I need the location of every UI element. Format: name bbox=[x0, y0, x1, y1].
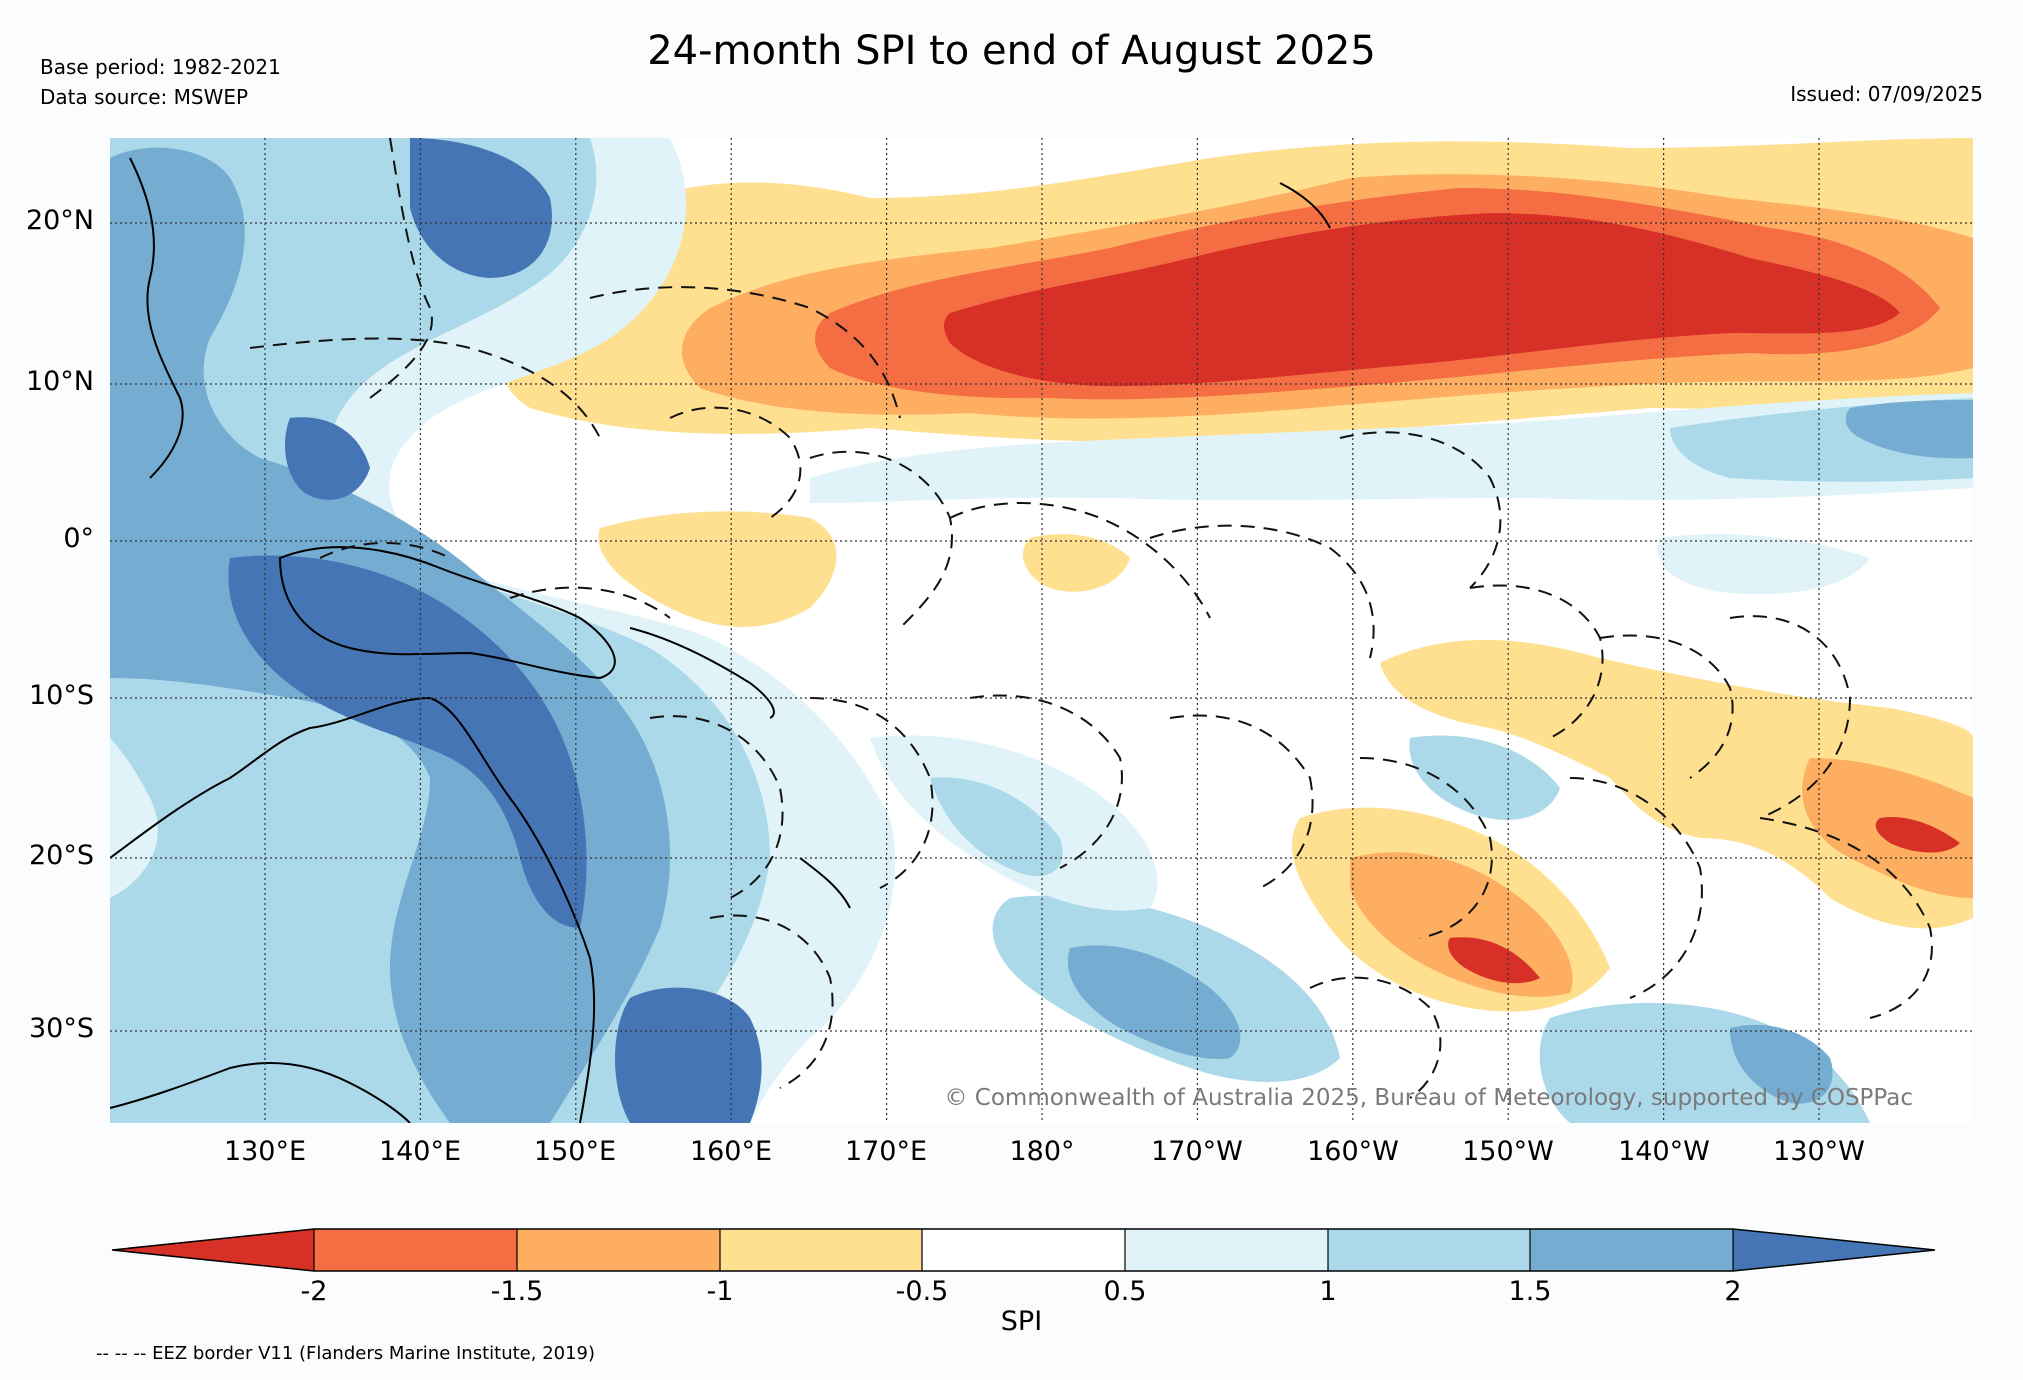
eez-border bbox=[1339, 431, 1502, 589]
wet-region bbox=[410, 138, 552, 278]
colorbar-segment bbox=[517, 1229, 720, 1271]
eez-border bbox=[969, 694, 1123, 869]
colorbar-segment bbox=[314, 1229, 517, 1271]
wet-region bbox=[1067, 945, 1241, 1059]
eez-border bbox=[1169, 714, 1314, 889]
colorbar-segment bbox=[1530, 1229, 1733, 1271]
lon-label-170w: 170°W bbox=[1151, 1136, 1243, 1167]
coastline-new-guinea bbox=[278, 546, 616, 680]
lon-label-150e: 150°E bbox=[533, 1136, 617, 1167]
eez-border bbox=[809, 697, 934, 889]
colorbar-dividers bbox=[313, 1229, 1734, 1271]
eez-footnote: -- -- -- EEZ border V11 (Flanders Marine… bbox=[96, 1343, 596, 1364]
coastline-solomon-islands bbox=[629, 627, 775, 719]
lon-label-140w: 140°W bbox=[1618, 1136, 1710, 1167]
lon-label-160w: 160°W bbox=[1307, 1136, 1399, 1167]
lon-label-170e: 170°E bbox=[844, 1136, 928, 1167]
issued-date: Issued: 07/09/2025 bbox=[1790, 82, 1983, 106]
wet-region bbox=[1409, 735, 1560, 820]
eez-borders bbox=[249, 138, 1933, 1099]
lat-label-30s: 30°S bbox=[29, 1013, 94, 1044]
dry-region bbox=[598, 511, 837, 627]
map-metadata: Base period: 1982-2021 Data source: MSWE… bbox=[40, 52, 281, 112]
colorbar-tick: 0.5 bbox=[1103, 1276, 1147, 1307]
colorbar-tick: 2 bbox=[1724, 1276, 1742, 1307]
colorbar-segment bbox=[1328, 1229, 1530, 1271]
coastline-philippines bbox=[129, 157, 184, 479]
copyright-notice: © Commonwealth of Australia 2025, Bureau… bbox=[944, 1085, 1913, 1111]
graticule bbox=[110, 138, 1973, 1123]
wet-region bbox=[1730, 1024, 1833, 1104]
colorbar-segment bbox=[922, 1229, 1125, 1271]
spi-map: © Commonwealth of Australia 2025, Bureau… bbox=[110, 138, 1973, 1123]
eez-border bbox=[1469, 584, 1604, 739]
spi-fields bbox=[110, 138, 1973, 1123]
colorbar-segment bbox=[1125, 1229, 1328, 1271]
colorbar-segment-lt-neg2 bbox=[112, 1229, 314, 1271]
colorbar-segment bbox=[720, 1229, 922, 1271]
lon-label-130e: 130°E bbox=[223, 1136, 307, 1167]
eez-border bbox=[1759, 817, 1933, 1019]
lat-label-20n: 20°N bbox=[25, 205, 94, 236]
eez-border bbox=[509, 586, 671, 619]
colorbar-tick: -0.5 bbox=[895, 1276, 949, 1307]
dry-region bbox=[1875, 817, 1960, 853]
lat-label-20s: 20°S bbox=[29, 840, 94, 871]
base-period: Base period: 1982-2021 bbox=[40, 55, 281, 79]
dry-region bbox=[1022, 534, 1130, 592]
colorbar-tick: -2 bbox=[300, 1276, 328, 1307]
dry-region bbox=[1380, 639, 1973, 929]
eez-border bbox=[649, 715, 784, 899]
spi-colorbar bbox=[111, 1228, 1936, 1272]
dry-region bbox=[944, 213, 1900, 387]
eez-border bbox=[249, 337, 601, 439]
lon-label-130w: 130°W bbox=[1773, 1136, 1865, 1167]
data-source: Data source: MSWEP bbox=[40, 85, 249, 109]
map-title: 24-month SPI to end of August 2025 bbox=[647, 28, 1376, 74]
lat-label-10s: 10°S bbox=[29, 680, 94, 711]
eez-border bbox=[369, 138, 433, 399]
colorbar-label: SPI bbox=[1000, 1306, 1043, 1337]
eez-border bbox=[1149, 524, 1375, 659]
wet-region bbox=[810, 393, 1973, 503]
lon-label-180: 180° bbox=[1009, 1136, 1075, 1167]
eez-border bbox=[1569, 777, 1703, 999]
lat-label-equator: 0° bbox=[63, 523, 94, 554]
lat-label-10n: 10°N bbox=[25, 366, 94, 397]
wet-region bbox=[930, 777, 1063, 877]
dry-region bbox=[1448, 937, 1540, 984]
eez-border bbox=[669, 406, 802, 519]
coastlines bbox=[110, 157, 1331, 1123]
wet-region bbox=[615, 987, 762, 1123]
colorbar-tick: -1.5 bbox=[490, 1276, 544, 1307]
eez-border bbox=[319, 542, 451, 559]
lon-label-140e: 140°E bbox=[378, 1136, 462, 1167]
colorbar-tick: -1 bbox=[706, 1276, 734, 1307]
colorbar-segment-gt-2 bbox=[1733, 1229, 1935, 1271]
eez-border bbox=[589, 286, 901, 419]
wet-region bbox=[1845, 400, 1973, 459]
lon-label-150w: 150°W bbox=[1462, 1136, 1554, 1167]
coastline-south-australia bbox=[110, 1062, 411, 1123]
wet-region bbox=[285, 417, 370, 500]
eez-border bbox=[709, 914, 834, 1089]
eez-border bbox=[1359, 757, 1493, 939]
colorbar-tick: 1.5 bbox=[1508, 1276, 1552, 1307]
lon-label-160e: 160°E bbox=[689, 1136, 773, 1167]
coastline-australia bbox=[110, 696, 596, 1123]
colorbar-tick: 1 bbox=[1319, 1276, 1337, 1307]
eez-border bbox=[949, 502, 1211, 619]
eez-border bbox=[1599, 634, 1734, 779]
spi-map-canvas bbox=[110, 138, 1973, 1123]
wet-region bbox=[1658, 534, 1870, 595]
wet-region bbox=[228, 555, 587, 928]
coastline-new-caledonia bbox=[799, 857, 851, 909]
